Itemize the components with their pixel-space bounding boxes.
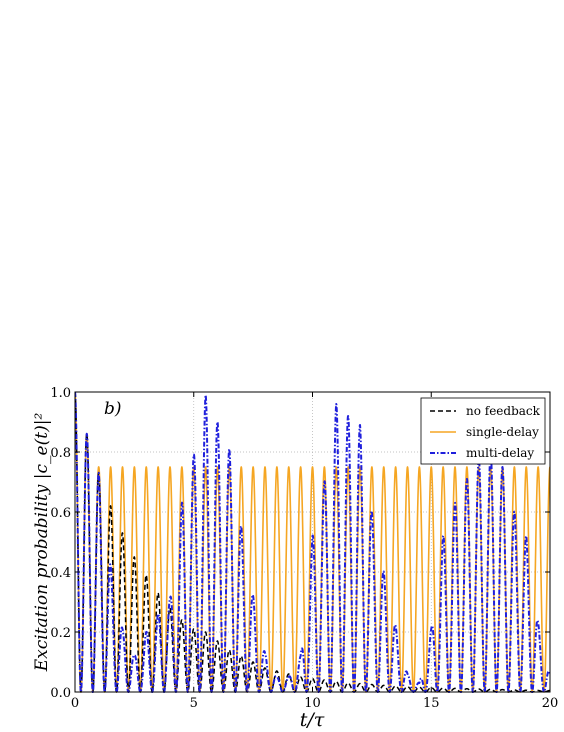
- x-tick-label: 0: [71, 696, 79, 711]
- legend-label-single-delay: single-delay: [466, 425, 539, 439]
- y-tick-label: 0.2: [50, 626, 71, 641]
- y-axis-title: Excitation probability |c_e(t)|²: [32, 413, 52, 673]
- legend-label-no-feedback: no feedback: [466, 404, 541, 418]
- y-tick-label: 0.0: [50, 686, 71, 701]
- y-tick-label: 0.8: [50, 446, 71, 461]
- x-tick-label: 5: [190, 696, 198, 711]
- legend-label-multi-delay: multi-delay: [466, 446, 534, 460]
- y-tick-label: 0.4: [50, 566, 71, 581]
- x-axis-title: t/τ: [300, 709, 325, 731]
- panel-label: b): [104, 399, 122, 419]
- y-tick-label: 0.6: [50, 506, 71, 521]
- axis-ticks: 0 5 10 15 20 0.0 0.2 0.4 0.6 0.8 1.0: [50, 386, 558, 711]
- legend: no feedback single-delay multi-delay: [420, 397, 546, 465]
- x-tick-label: 10: [304, 696, 321, 711]
- x-tick-label: 20: [542, 696, 559, 711]
- series-line-multi-delay: [75, 391, 550, 693]
- x-tick-label: 15: [423, 696, 440, 711]
- y-tick-label: 1.0: [50, 386, 71, 401]
- series-line-single-delay: [75, 391, 550, 693]
- series-layer: [75, 391, 550, 693]
